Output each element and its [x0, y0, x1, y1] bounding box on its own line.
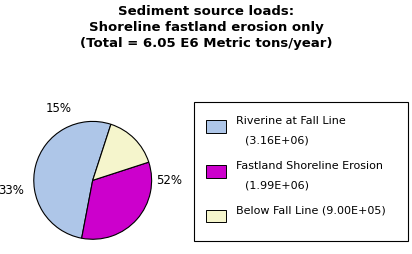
Wedge shape: [34, 121, 111, 238]
Bar: [206, 120, 226, 133]
Text: (1.99E+06): (1.99E+06): [245, 180, 309, 190]
Bar: [206, 165, 226, 178]
Text: 33%: 33%: [0, 184, 24, 197]
Wedge shape: [82, 162, 152, 239]
Text: 15%: 15%: [45, 102, 72, 115]
Text: Riverine at Fall Line: Riverine at Fall Line: [236, 116, 346, 126]
Text: (3.16E+06): (3.16E+06): [245, 136, 309, 146]
Text: Sediment source loads:
Shoreline fastland erosion only
(Total = 6.05 E6 Metric t: Sediment source loads: Shoreline fastlan…: [80, 5, 332, 50]
Text: Below Fall Line (9.00E+05): Below Fall Line (9.00E+05): [236, 205, 386, 216]
Bar: [206, 210, 226, 223]
Wedge shape: [93, 124, 149, 180]
Text: Fastland Shoreline Erosion: Fastland Shoreline Erosion: [236, 161, 384, 171]
Text: 52%: 52%: [156, 174, 182, 187]
